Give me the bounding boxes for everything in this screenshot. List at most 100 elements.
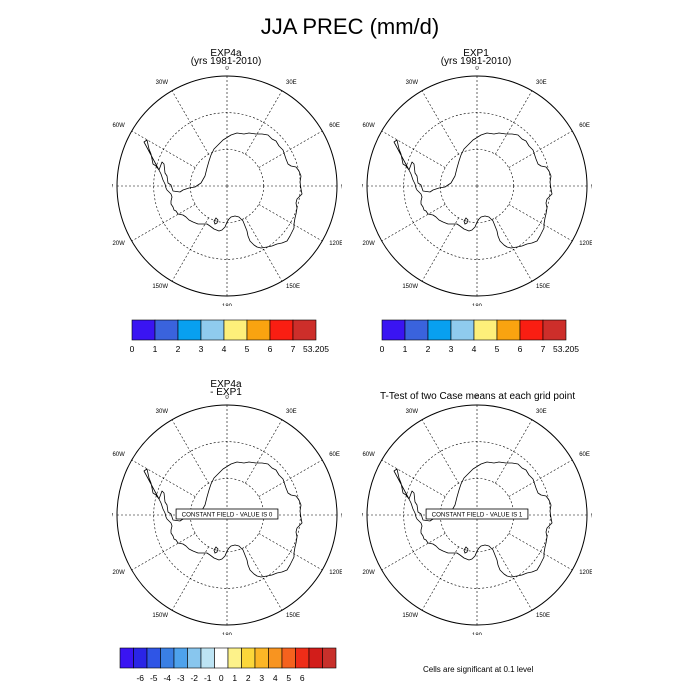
panel-1-title-line1: EXP4a bbox=[210, 48, 242, 59]
longitude-label: 180 bbox=[472, 304, 483, 306]
antarctica-coastline bbox=[393, 461, 553, 578]
panel-3-title: EXP4a - EXP1 bbox=[126, 379, 326, 398]
colorbar-tick-label: 4 bbox=[222, 344, 227, 354]
colorbar-box bbox=[131, 319, 156, 341]
longitude-label: 120W bbox=[362, 570, 375, 576]
map-boundary-circle bbox=[366, 75, 588, 297]
longitude-label: 90E bbox=[591, 514, 592, 520]
colorbar-tick-label: 3 bbox=[449, 344, 454, 354]
colorbar-box bbox=[281, 647, 296, 669]
longitude-gridline bbox=[258, 533, 323, 571]
longitude-gridline bbox=[258, 130, 323, 168]
longitude-gridline bbox=[245, 217, 283, 282]
map-boundary-circle bbox=[366, 404, 588, 626]
longitude-gridline bbox=[171, 217, 209, 282]
colorbar-tick-label: 5 bbox=[286, 673, 291, 683]
colorbar-tick-label: 6 bbox=[300, 673, 305, 683]
longitude-label: 30W bbox=[156, 409, 169, 415]
longitude-gridline bbox=[421, 546, 459, 611]
longitude-label: 180 bbox=[222, 633, 233, 635]
colorbar-box bbox=[404, 319, 429, 341]
colorbar-tick-label: 2 bbox=[426, 344, 431, 354]
panel-1-title-line2: (yrs 1981-2010) bbox=[190, 56, 262, 67]
colorbar-tick-label: -3 bbox=[177, 673, 185, 683]
panel-3-title-line1: EXP4a bbox=[210, 379, 242, 390]
map-boundary-circle bbox=[116, 75, 338, 297]
colorbar-tick-label: 3 bbox=[199, 344, 204, 354]
longitude-label: 60E bbox=[579, 123, 590, 129]
longitude-label: 0 bbox=[225, 66, 229, 72]
panel-2-title: EXP1 (yrs 1981-2010) bbox=[376, 49, 576, 67]
longitude-gridline bbox=[495, 90, 533, 155]
colorbar-tick-label: -6 bbox=[136, 673, 144, 683]
constant-field-box bbox=[425, 508, 529, 520]
colorbar-tick-label: 53.205 bbox=[303, 344, 329, 354]
longitude-label: 60W bbox=[112, 123, 125, 129]
colorbar-tick-label: -1 bbox=[204, 673, 212, 683]
longitude-gridline bbox=[508, 130, 573, 168]
longitude-gridline bbox=[495, 419, 533, 484]
colorbar-tick-label: 1 bbox=[403, 344, 408, 354]
colorbar-box bbox=[519, 319, 544, 341]
colorbar-panel-1: 0 1 2 3 4 5 6 7 53.205 bbox=[130, 319, 329, 354]
longitude-label: 120E bbox=[579, 241, 592, 247]
longitude-gridline bbox=[495, 546, 533, 611]
longitude-gridline bbox=[381, 204, 446, 242]
longitude-gridline bbox=[508, 459, 573, 497]
longitude-label: 60E bbox=[579, 452, 590, 458]
longitude-label: 60W bbox=[362, 123, 375, 129]
longitude-gridline bbox=[131, 204, 196, 242]
colorbar-tick-label: 0 bbox=[219, 673, 224, 683]
longitude-label: 60W bbox=[112, 452, 125, 458]
colorbar-box bbox=[146, 647, 161, 669]
longitude-label: 150W bbox=[402, 284, 418, 290]
colorbar-tick-label: 1 bbox=[232, 673, 237, 683]
coastline-island bbox=[463, 546, 469, 554]
longitude-gridline bbox=[381, 533, 446, 571]
colorbar-box bbox=[381, 319, 406, 341]
colorbar-tick-label: 3 bbox=[259, 673, 264, 683]
longitude-gridline bbox=[171, 419, 209, 484]
colorbar-box bbox=[268, 647, 283, 669]
colorbar-tick-label: 2 bbox=[246, 673, 251, 683]
longitude-label: 60W bbox=[362, 452, 375, 458]
map-panel-4: 0 30E 60E 90E 120E 150E 180 150W 120W 90W 60W 30W CO… bbox=[362, 395, 592, 635]
colorbar-box bbox=[200, 319, 225, 341]
coastline-island bbox=[213, 546, 219, 554]
longitude-gridline bbox=[258, 459, 323, 497]
colorbar-box bbox=[187, 647, 202, 669]
coastline-island bbox=[463, 217, 469, 225]
longitude-label: 180 bbox=[472, 633, 483, 635]
longitude-gridline bbox=[171, 546, 209, 611]
colorbar-box bbox=[427, 319, 452, 341]
longitude-gridline bbox=[131, 459, 196, 497]
longitude-label: 120W bbox=[112, 241, 125, 247]
colorbar-box bbox=[254, 647, 269, 669]
panel-3-title-line2: - EXP1 bbox=[210, 387, 242, 398]
longitude-gridline bbox=[421, 217, 459, 282]
colorbar-tick-label: 6 bbox=[268, 344, 273, 354]
colorbar-box bbox=[450, 319, 475, 341]
colorbar-box bbox=[173, 647, 188, 669]
longitude-label: 90E bbox=[341, 514, 342, 520]
colorbar-tick-label: 5 bbox=[495, 344, 500, 354]
panel-1-title: EXP4a (yrs 1981-2010) bbox=[126, 48, 326, 67]
longitude-gridline bbox=[245, 90, 283, 155]
antarctica-coastline bbox=[393, 132, 553, 249]
colorbar-box bbox=[160, 647, 175, 669]
colorbar-tick-label: 2 bbox=[176, 344, 181, 354]
longitude-gridline bbox=[245, 419, 283, 484]
longitude-label: 150W bbox=[402, 613, 418, 619]
colorbar-box bbox=[322, 647, 337, 669]
colorbar-box bbox=[223, 319, 248, 341]
colorbar-box bbox=[269, 319, 294, 341]
colorbar-box bbox=[295, 647, 310, 669]
antarctica-coastline bbox=[143, 132, 303, 249]
constant-field-label: CONSTANT FIELD - VALUE IS 0 bbox=[182, 512, 273, 519]
colorbar-box bbox=[241, 647, 256, 669]
colorbar-tick-label: 1 bbox=[153, 344, 158, 354]
longitude-gridline bbox=[245, 546, 283, 611]
longitude-gridline bbox=[495, 217, 533, 282]
longitude-label: 150E bbox=[286, 284, 300, 290]
longitude-label: 30E bbox=[286, 409, 297, 415]
